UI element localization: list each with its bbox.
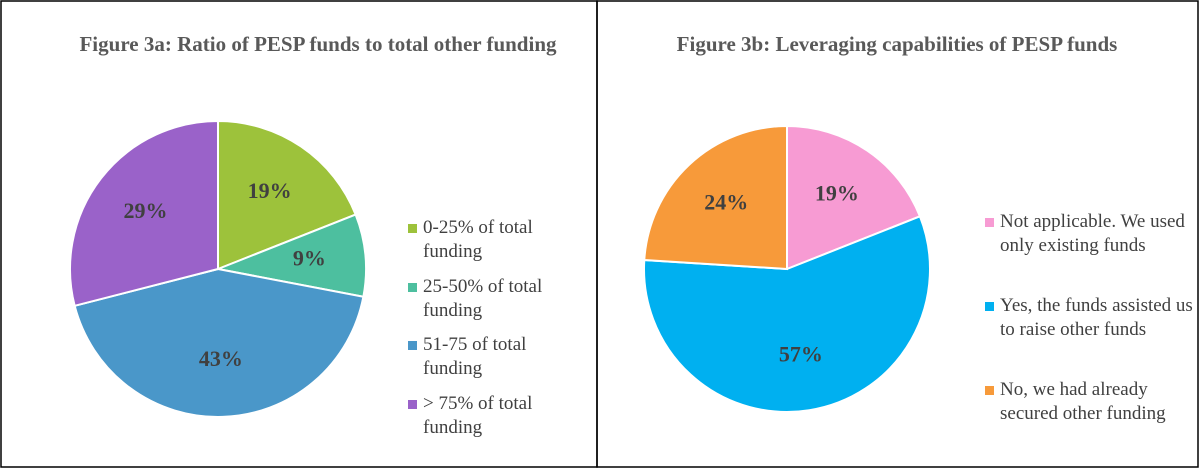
pie-slice <box>73 267 365 418</box>
legend-swatch <box>985 302 994 311</box>
legend-swatch <box>985 386 994 395</box>
legend-swatch <box>408 282 417 292</box>
chart-title: Figure 3b: Leveraging capabilities of PE… <box>676 32 1118 56</box>
legend-label: Not applicable. We used only existing fu… <box>1000 211 1185 256</box>
legend-label: 0-25% of total funding <box>423 217 533 262</box>
pie-slice <box>786 124 922 271</box>
legend-label: 25-50% of total funding <box>423 275 543 321</box>
data-label: 19% <box>248 178 292 203</box>
panel-border <box>596 0 1199 468</box>
pie-slice <box>643 124 788 271</box>
legend-swatch <box>985 218 994 227</box>
data-label: 29% <box>123 198 167 223</box>
legend-swatch <box>408 341 417 350</box>
legend-label: No, we had already secured other funding <box>1000 379 1166 424</box>
legend-label: Yes, the funds assisted us to raise othe… <box>1000 295 1193 340</box>
legend-label: 51-75 of total funding <box>423 334 527 379</box>
data-label: 24% <box>704 189 748 214</box>
data-label: 43% <box>199 346 243 371</box>
data-label: 57% <box>779 342 823 367</box>
legend-swatch <box>408 224 417 233</box>
data-label: 9% <box>293 245 326 270</box>
legend-label: > 75% of total funding <box>423 392 533 438</box>
data-label: 19% <box>815 181 859 206</box>
chart-title: Figure 3a: Ratio of PESP funds to total … <box>79 32 557 56</box>
legend-swatch <box>408 399 417 409</box>
pie-slice <box>217 119 357 271</box>
pie-slice <box>69 119 219 308</box>
pie-slice <box>214 213 367 298</box>
